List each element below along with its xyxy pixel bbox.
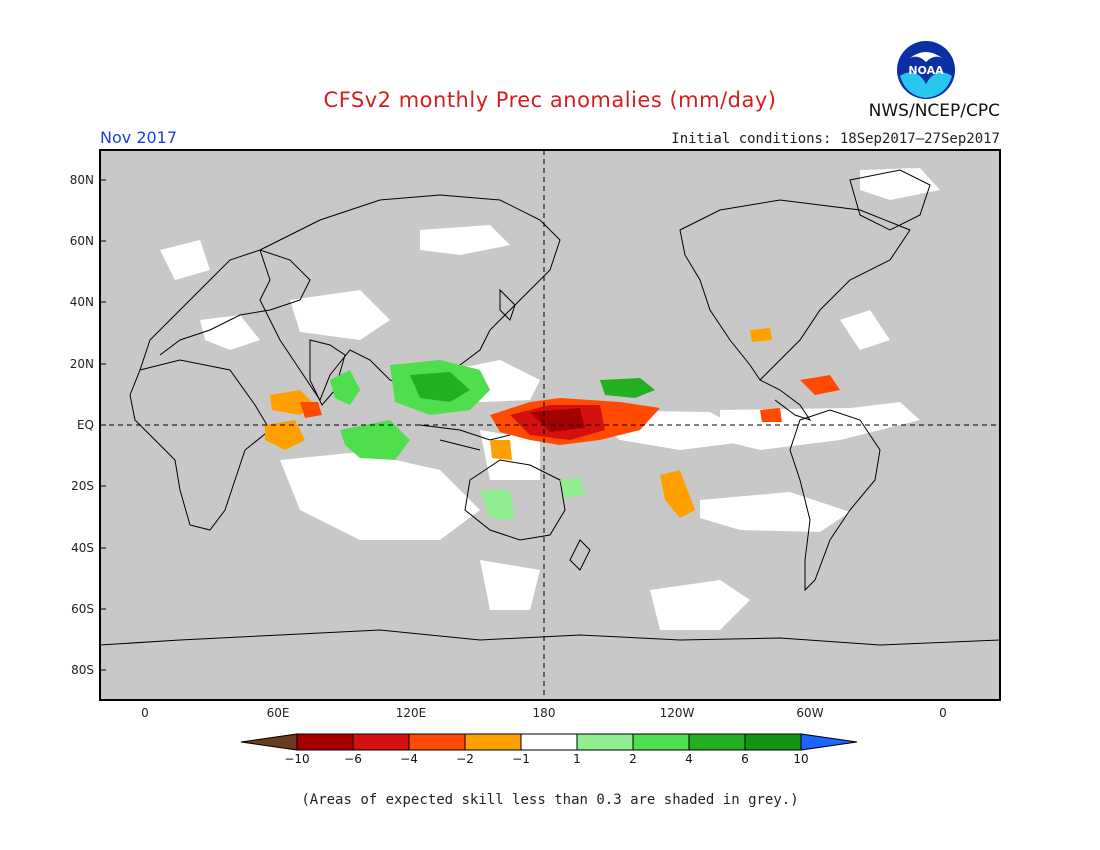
lat-label: 40N (69, 295, 94, 309)
legend-swatch (408, 733, 466, 751)
lat-label: 80S (71, 663, 94, 677)
legend-swatch (464, 733, 522, 751)
legend-swatch (296, 733, 354, 751)
legend-swatch (520, 733, 578, 751)
legend-label: 1 (573, 752, 581, 766)
legend-label: 4 (685, 752, 693, 766)
lon-label: 180 (532, 706, 556, 720)
legend-swatch (632, 733, 690, 751)
lat-label: 40S (71, 541, 94, 555)
legend-label: 2 (629, 752, 637, 766)
lat-ticks (100, 179, 106, 671)
negative-anomaly-areas (265, 328, 840, 518)
logo-text: NOAA (908, 64, 944, 77)
lat-label: 60S (71, 602, 94, 616)
lon-label: 60E (266, 706, 290, 720)
legend-swatch-high (800, 733, 858, 751)
color-legend (240, 733, 858, 751)
lon-label: 120W (659, 706, 695, 720)
map-title: CFSv2 monthly Prec anomalies (mm/day) (323, 88, 777, 112)
skill-footnote: (Areas of expected skill less than 0.3 a… (301, 792, 799, 808)
lat-label: EQ (76, 418, 94, 432)
initial-conditions: Initial conditions: 18Sep2017–27Sep2017 (671, 131, 1000, 147)
legend-label: −1 (512, 752, 530, 766)
lon-label: 60W (796, 706, 824, 720)
precip-anomaly-map (99, 149, 1001, 701)
lat-label: 20N (69, 357, 94, 371)
positive-anomaly-areas (330, 360, 655, 520)
legend-swatch (576, 733, 634, 751)
legend-swatch-low (240, 733, 298, 751)
legend-swatch (744, 733, 802, 751)
legend-label: 10 (793, 752, 809, 766)
legend-swatch (352, 733, 410, 751)
lon-label: 0 (141, 706, 149, 720)
legend-label: 6 (741, 752, 749, 766)
legend-label: −2 (456, 752, 474, 766)
noaa-logo: NOAA (897, 41, 955, 99)
legend-label: −10 (284, 752, 310, 766)
lat-label: 20S (71, 479, 94, 493)
lon-label: 0 (939, 706, 947, 720)
forecast-month: Nov 2017 (100, 128, 178, 147)
legend-label: −6 (344, 752, 362, 766)
lat-label: 60N (69, 234, 94, 248)
legend-swatch (688, 733, 746, 751)
lon-label: 120E (395, 706, 427, 720)
legend-label: −4 (400, 752, 418, 766)
lat-label: 80N (69, 173, 94, 187)
agency-label: NWS/NCEP/CPC (868, 101, 1000, 121)
